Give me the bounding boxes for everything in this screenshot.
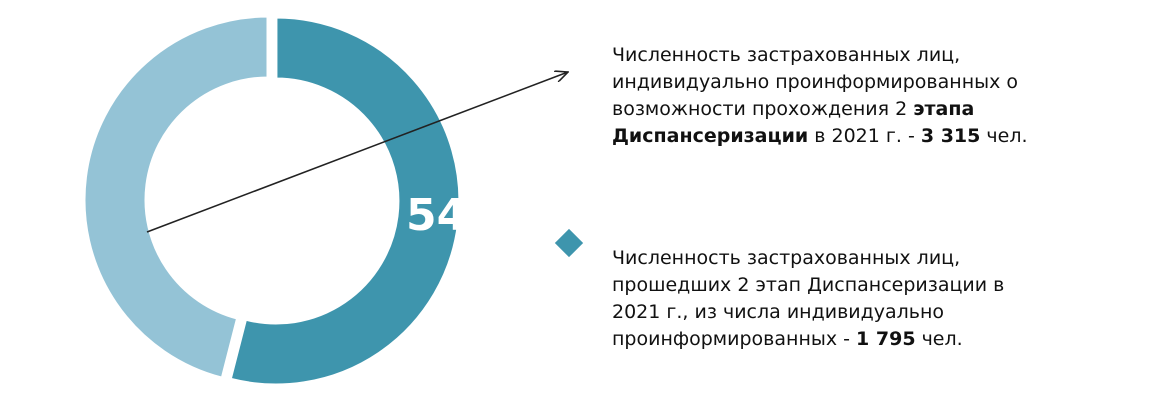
donut-slice-54 <box>228 15 462 387</box>
legend-text: возможности прохождения 2 <box>612 98 914 120</box>
legend-text: в 2021 г. - <box>808 125 921 147</box>
legend-text-bold: этапа <box>913 98 975 120</box>
legend-marker-diamond <box>554 228 584 258</box>
legend-line: возможности прохождения 2 этапа <box>612 96 1157 123</box>
legend-line: Численность застрахованных лиц, <box>612 247 961 269</box>
legend-text-bold: Диспансеризации <box>612 125 809 147</box>
legend-line: индивидуально проинформированных о <box>612 71 1019 93</box>
legend-unit: чел. <box>980 125 1028 147</box>
legend-line: прошедших 2 этап Диспансеризации в <box>612 274 1005 296</box>
legend-entry-passed: Численность застрахованных лиц, прошедши… <box>612 245 1132 353</box>
legend-text: проинформированных - <box>612 328 857 350</box>
legend-value-passed: 1 795 <box>856 328 916 350</box>
legend-entry-informed: Численность застрахованных лиц, индивиду… <box>612 42 1157 150</box>
donut-slice-46 <box>82 14 270 381</box>
callout-arrow <box>146 72 568 233</box>
legend-value-informed: 3 315 <box>920 125 981 147</box>
legend-unit: чел. <box>915 328 963 350</box>
legend-line: Численность застрахованных лиц, <box>612 44 961 66</box>
slice-label-54: 54% <box>406 190 511 241</box>
legend-line: 2021 г., из числа индивидуально <box>612 301 945 323</box>
legend-line: Диспансеризации в 2021 г. - 3 315 чел. <box>612 123 1157 150</box>
legend-line: проинформированных - 1 795 чел. <box>612 326 1132 353</box>
